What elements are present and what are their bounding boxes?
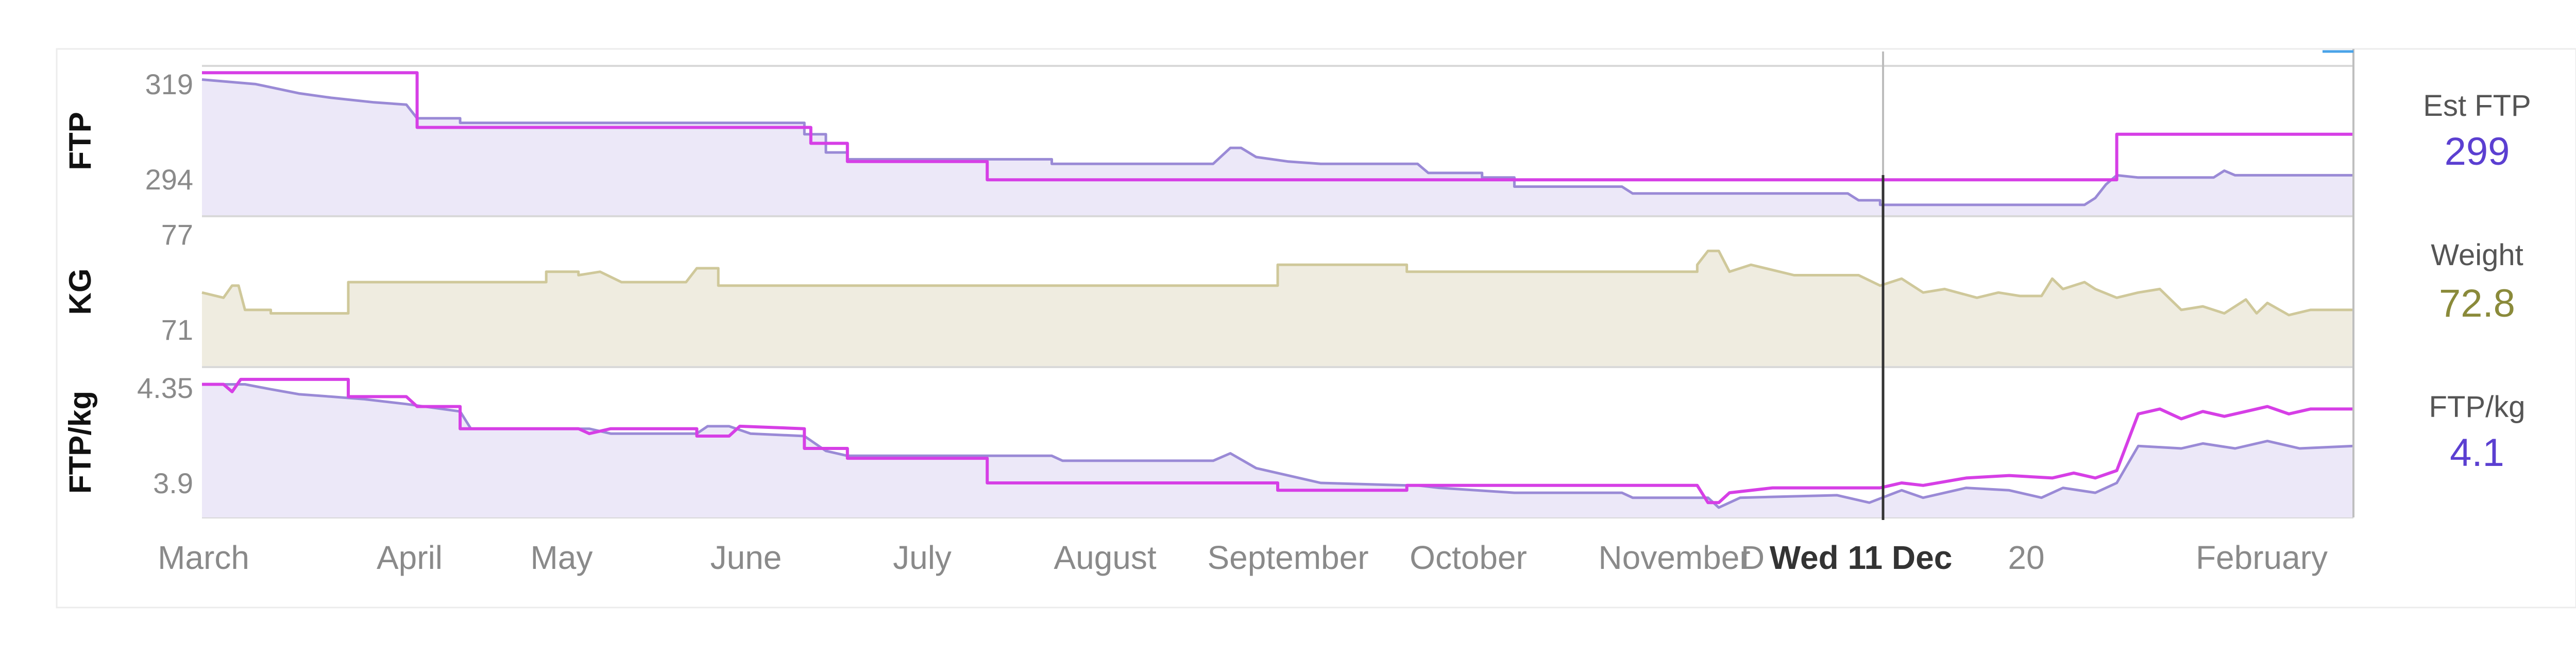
x-tick-label: July bbox=[893, 539, 952, 576]
x-tick-label: August bbox=[1054, 539, 1156, 576]
summary-label: FTP/kg bbox=[2429, 390, 2526, 424]
y-tick-label: 3.9 bbox=[153, 467, 193, 499]
summary-value: 4.1 bbox=[2450, 431, 2504, 475]
y-tick-label: 319 bbox=[145, 68, 193, 100]
panel-area-fill bbox=[202, 79, 2353, 216]
series-line bbox=[201, 249, 2353, 317]
x-tick-label: November bbox=[1598, 539, 1750, 576]
summary-value: 299 bbox=[2445, 130, 2510, 174]
y-axis-label: FTP bbox=[63, 112, 97, 170]
y-axis-label: FTP/kg bbox=[63, 391, 97, 494]
y-axis-label: KG bbox=[63, 269, 97, 315]
series-line bbox=[201, 78, 2353, 206]
panel-area-fill bbox=[202, 251, 2353, 367]
summary-label: Weight bbox=[2431, 238, 2523, 272]
panel-area-fill bbox=[202, 384, 2353, 517]
x-tick-label: June bbox=[710, 539, 782, 576]
x-tick-label: February bbox=[2196, 539, 2328, 576]
summary-label: Est FTP bbox=[2423, 89, 2531, 123]
x-tick-label: D bbox=[1741, 539, 1765, 576]
y-tick-label: 71 bbox=[161, 314, 193, 346]
chart-frame bbox=[56, 48, 2576, 609]
x-axis: March April May June July August September Octo… bbox=[158, 539, 2328, 576]
y-tick-label: 294 bbox=[145, 163, 193, 196]
x-tick-label: 20 bbox=[2008, 539, 2044, 576]
x-tick-label: April bbox=[377, 539, 443, 576]
summary-value: 72.8 bbox=[2439, 282, 2515, 325]
x-tick-label: September bbox=[1207, 539, 1368, 576]
panel-kg: KG 77 71 Weight 72.8 bbox=[63, 215, 2523, 368]
y-tick-label: 77 bbox=[161, 218, 193, 251]
x-tick-label: Wed 11 Dec bbox=[1770, 539, 1953, 576]
chart-panels: FTP 319 294 Est FTP 299 KG 77 71 Weight 72.8 FTP/k… bbox=[63, 49, 2531, 518]
x-tick-label: May bbox=[531, 539, 593, 576]
series-line bbox=[202, 71, 2353, 182]
x-tick-label: October bbox=[1410, 539, 1527, 576]
panel-ftp: FTP 319 294 Est FTP 299 bbox=[63, 65, 2531, 217]
x-tick-label: March bbox=[158, 539, 249, 576]
y-tick-label: 4.35 bbox=[137, 372, 193, 404]
panel-ftpkg: FTP/kg 4.35 3.9 FTP/kg 4.1 bbox=[63, 366, 2526, 518]
series-line bbox=[202, 377, 2353, 505]
